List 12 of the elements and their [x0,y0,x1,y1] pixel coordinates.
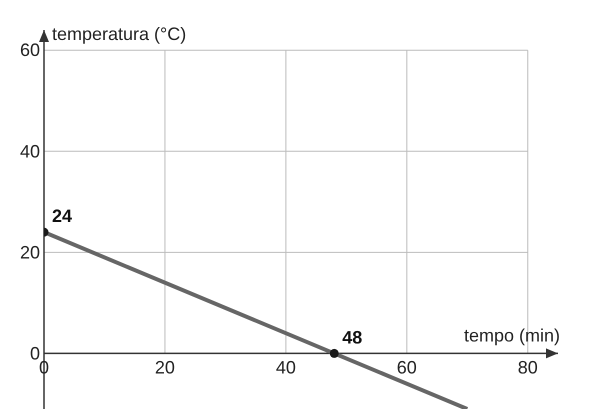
x-tick-label: 20 [154,357,175,378]
x-tick-label: 60 [396,357,417,378]
y-tick-label: 20 [20,242,40,262]
x-axis-title: tempo (min) [464,325,560,346]
x-tick-label: 40 [276,357,296,378]
annotation: 24 [52,206,72,226]
y-tick-label: 40 [20,141,40,162]
y-tick-label: 60 [20,40,40,60]
y-tick-label: 0 [30,343,40,364]
x-tick-label: 80 [518,357,538,378]
annotation: 48 [342,327,362,348]
y-axis-title: temperatura (°C) [52,24,186,44]
